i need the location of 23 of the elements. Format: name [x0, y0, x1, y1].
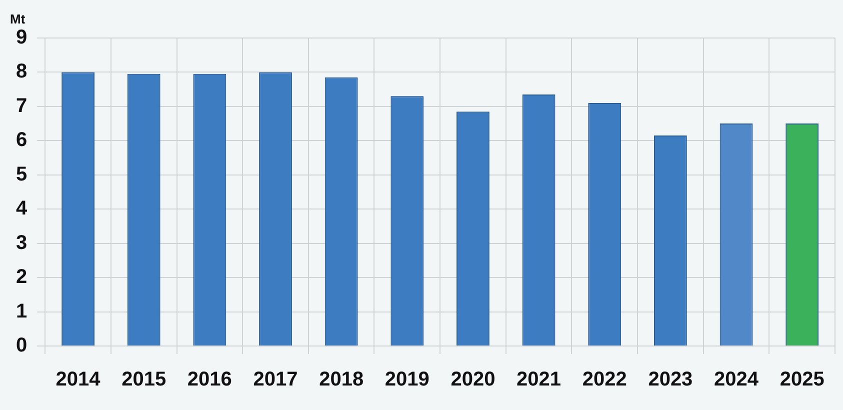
x-tick-label: 2018 — [319, 368, 364, 391]
y-tick-label: 6 — [16, 129, 28, 152]
x-tick-label: 2014 — [56, 368, 102, 391]
y-tick-label: 5 — [16, 163, 28, 186]
y-tick-label: 9 — [16, 26, 28, 49]
x-tick-label: 2019 — [384, 368, 430, 391]
y-tick-label: 4 — [16, 198, 28, 220]
x-tick-label: 2016 — [187, 368, 232, 391]
y-tick-label: 2 — [16, 266, 28, 288]
x-tick-label: 2024 — [714, 368, 760, 391]
x-tick-label: 2022 — [582, 368, 627, 391]
x-tick-label: 2025 — [780, 368, 824, 391]
y-tick-label: 8 — [16, 60, 28, 83]
y-tick-label: 3 — [16, 232, 28, 254]
x-tick-label: 2015 — [122, 368, 166, 391]
y-axis-title: Mt — [10, 12, 26, 27]
x-tick-label: 2017 — [253, 368, 298, 391]
y-tick-label: 7 — [16, 94, 28, 117]
y-tick-label: 1 — [16, 300, 28, 322]
x-tick-label: 2023 — [648, 368, 693, 391]
x-tick-label: 2020 — [450, 368, 496, 391]
y-tick-label: 0 — [16, 334, 28, 357]
x-tick-label: 2021 — [516, 368, 562, 391]
